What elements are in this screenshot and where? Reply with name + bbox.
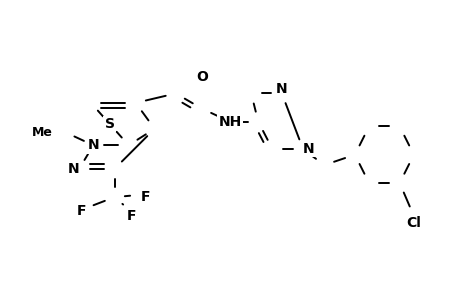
Text: N: N xyxy=(302,142,314,156)
Text: S: S xyxy=(105,117,115,131)
Text: O: O xyxy=(196,70,207,84)
Text: N: N xyxy=(275,82,287,96)
Text: N: N xyxy=(87,138,99,152)
Text: F: F xyxy=(140,190,150,204)
Text: F: F xyxy=(126,209,135,223)
Text: N: N xyxy=(67,162,79,176)
Text: Me: Me xyxy=(32,126,53,139)
Text: F: F xyxy=(77,204,86,218)
Text: Cl: Cl xyxy=(405,216,420,230)
Text: NH: NH xyxy=(218,115,241,129)
